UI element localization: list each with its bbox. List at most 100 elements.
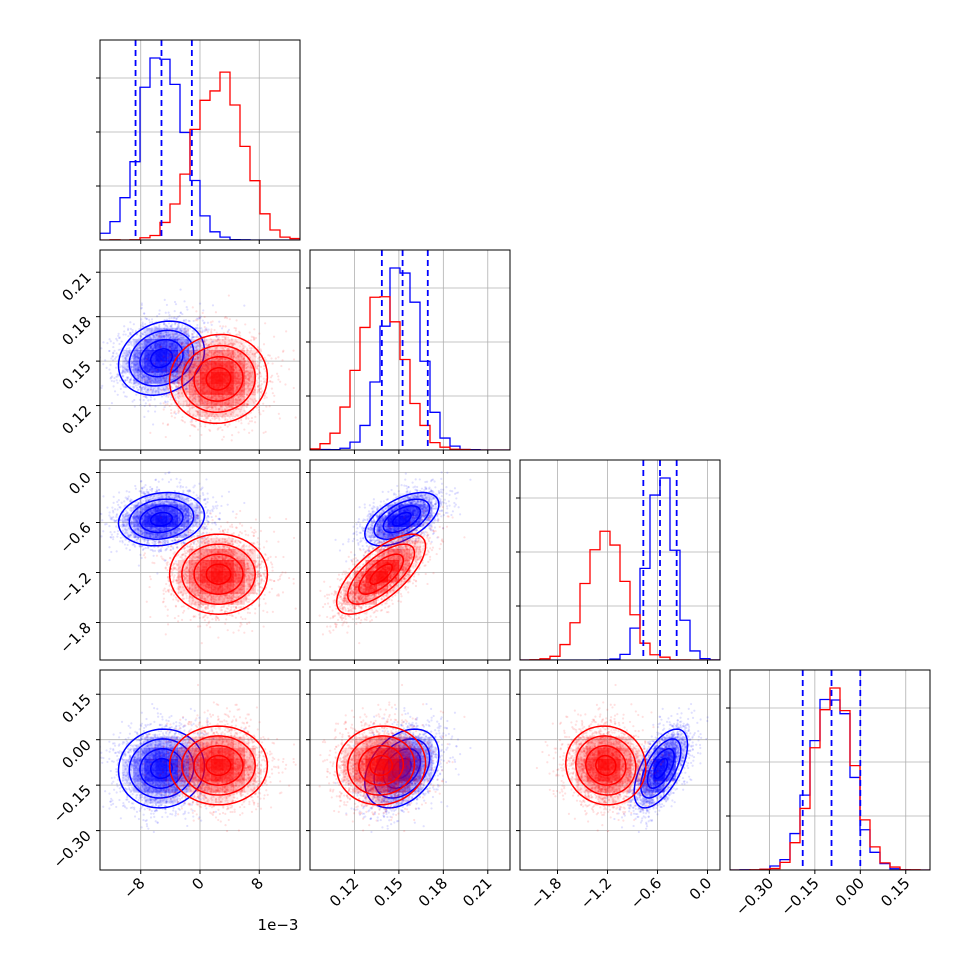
density-cell: [398, 781, 411, 793]
density-cell: [354, 758, 366, 771]
density-cell: [122, 350, 134, 362]
density-cell: [188, 361, 201, 373]
density-cell: [233, 781, 245, 793]
density-cell: [200, 338, 212, 351]
density-cell: [133, 372, 145, 384]
contour-level-1: [585, 745, 627, 786]
density-cell: [398, 758, 411, 771]
density-cell: [155, 736, 167, 749]
density-cell: [642, 781, 654, 793]
density-cell: [211, 350, 223, 362]
density-cell: [597, 747, 610, 760]
contour-level-2: [181, 543, 256, 605]
density-cell: [144, 350, 156, 362]
density-cell: [144, 493, 156, 505]
density-cell: [233, 338, 245, 351]
density-cell: [398, 747, 411, 760]
density-cell: [188, 338, 201, 351]
contour-level-2: [575, 735, 637, 796]
density-cell: [155, 327, 167, 340]
density-cell: [222, 338, 234, 351]
contour-level-3: [168, 533, 269, 615]
density-cell: [188, 781, 201, 793]
density-cell: [188, 593, 201, 605]
density-cell: [664, 758, 676, 771]
density-cell: [631, 747, 643, 760]
density-cell: [398, 758, 411, 771]
density-cell: [620, 747, 632, 760]
panel-content: [100, 250, 300, 450]
density-cell: [222, 372, 234, 384]
density-cell: [222, 350, 234, 362]
density-cell: [387, 537, 400, 550]
x-axis-offset-label: 1e−3: [258, 916, 299, 934]
density-cell: [233, 747, 245, 760]
density-cell: [188, 747, 201, 760]
contour-level-0: [149, 757, 173, 780]
density-cell: [133, 770, 145, 782]
density-cell: [410, 747, 422, 760]
density-cell: [222, 758, 234, 771]
density-cell: [244, 372, 256, 384]
density-cell: [222, 770, 234, 782]
panel-frame: [519, 459, 721, 661]
density-cell: [188, 770, 201, 782]
density-cell: [387, 736, 400, 749]
contour-level-3: [168, 333, 269, 425]
density-cell: [244, 758, 256, 771]
density-cell: [177, 758, 190, 771]
density-cell: [211, 372, 223, 384]
density-cell: [166, 792, 179, 804]
density-cell: [222, 736, 234, 749]
density-cell: [387, 582, 400, 594]
density-cell: [122, 758, 134, 771]
density-cell: [211, 361, 223, 373]
density-cell: [664, 736, 676, 749]
density-cell: [200, 394, 212, 406]
density-cell: [244, 781, 256, 793]
density-cell: [398, 770, 411, 782]
density-cell: [211, 582, 223, 594]
contour-level-3: [335, 533, 427, 615]
density-cell: [398, 560, 411, 572]
density-cell: [233, 394, 245, 406]
density-cell: [244, 548, 256, 561]
density-cell: [211, 747, 223, 760]
density-cell: [398, 548, 411, 561]
density-cell: [144, 361, 156, 373]
density-cell: [365, 747, 377, 760]
density-cell: [233, 405, 245, 417]
contour-level-1: [193, 355, 244, 402]
density-cell: [144, 383, 156, 395]
density-cell: [166, 372, 179, 384]
density-cell: [222, 593, 234, 605]
density-cell: [365, 781, 377, 793]
density-cell: [597, 770, 610, 782]
contour-level-1: [193, 745, 244, 786]
histogram-series-1: [730, 687, 930, 870]
density-cell: [144, 792, 156, 804]
panel-2-2: [516, 459, 721, 664]
density-cell: [365, 526, 377, 539]
density-cell: [222, 747, 234, 760]
density-cell: [200, 383, 212, 395]
density-cell: [155, 372, 167, 384]
density-cell: [133, 526, 145, 539]
density-cell: [410, 736, 422, 749]
density-cell: [133, 758, 145, 771]
contour-level-1: [193, 553, 244, 595]
density-cell: [586, 770, 599, 782]
density-cell: [233, 758, 245, 771]
density-cell: [387, 770, 400, 782]
panel-frame: [309, 459, 511, 661]
density-cell: [200, 571, 212, 583]
density-cell: [200, 593, 212, 605]
density-cell: [398, 571, 411, 583]
density-cell: [188, 582, 201, 594]
density-cell: [365, 582, 377, 594]
density-cell: [155, 781, 167, 793]
density-cell: [354, 747, 366, 760]
histogram-series-1: [310, 296, 510, 450]
panel-content: [100, 460, 300, 660]
density-cell: [376, 736, 389, 749]
